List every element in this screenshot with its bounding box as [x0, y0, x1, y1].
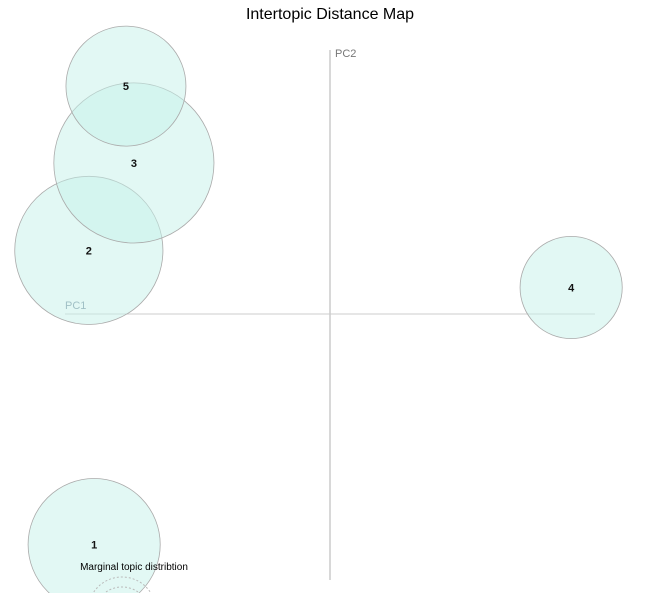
topic-label-4: 4: [568, 283, 575, 295]
topic-label-2: 2: [86, 245, 92, 257]
topic-label-5: 5: [123, 81, 129, 93]
size-legend: Marginal topic distribtion: [80, 562, 188, 593]
topic-bubble-5[interactable]: [65, 25, 187, 147]
topic-bubble-1[interactable]: [27, 478, 161, 593]
topic-bubble-4[interactable]: [519, 236, 623, 339]
legend-circle-small: [105, 586, 139, 593]
legend-circle-large: [93, 576, 151, 593]
chart-title: Intertopic Distance Map: [245, 6, 415, 23]
legend-title: Marginal topic distribtion: [80, 562, 188, 573]
topic-label-1: 1: [91, 540, 97, 552]
topic-label-3: 3: [131, 158, 137, 170]
pc2-label: PC2: [335, 48, 356, 60]
